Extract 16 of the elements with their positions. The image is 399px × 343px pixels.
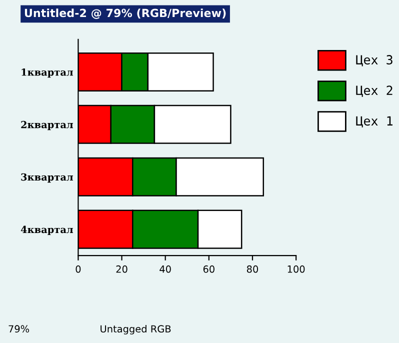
x-tick-label: 60 <box>203 265 214 273</box>
y-tick-label: 1квартал <box>22 68 74 78</box>
y-tick-label: 3квартал <box>21 173 74 183</box>
text: 79% <box>8 325 30 333</box>
text: Untagged RGB <box>100 325 171 334</box>
x-tick-label: 80 <box>246 265 258 273</box>
x-tick-label: 40 <box>160 265 171 273</box>
chart-title: Untitled-2 @ 79% (RGB/Preview) <box>24 8 226 19</box>
x-tick-label: 0 <box>76 265 81 273</box>
legend-label: Цех 1 <box>356 116 392 128</box>
legend-label: Цех 2 <box>356 86 392 97</box>
y-tick-label: 2квартал <box>21 120 74 130</box>
y-tick-label: 4квартал <box>20 226 74 236</box>
x-tick-label: 100 <box>288 265 305 273</box>
x-tick-label: 20 <box>116 265 128 273</box>
legend-label: Цех 3 <box>356 55 392 66</box>
